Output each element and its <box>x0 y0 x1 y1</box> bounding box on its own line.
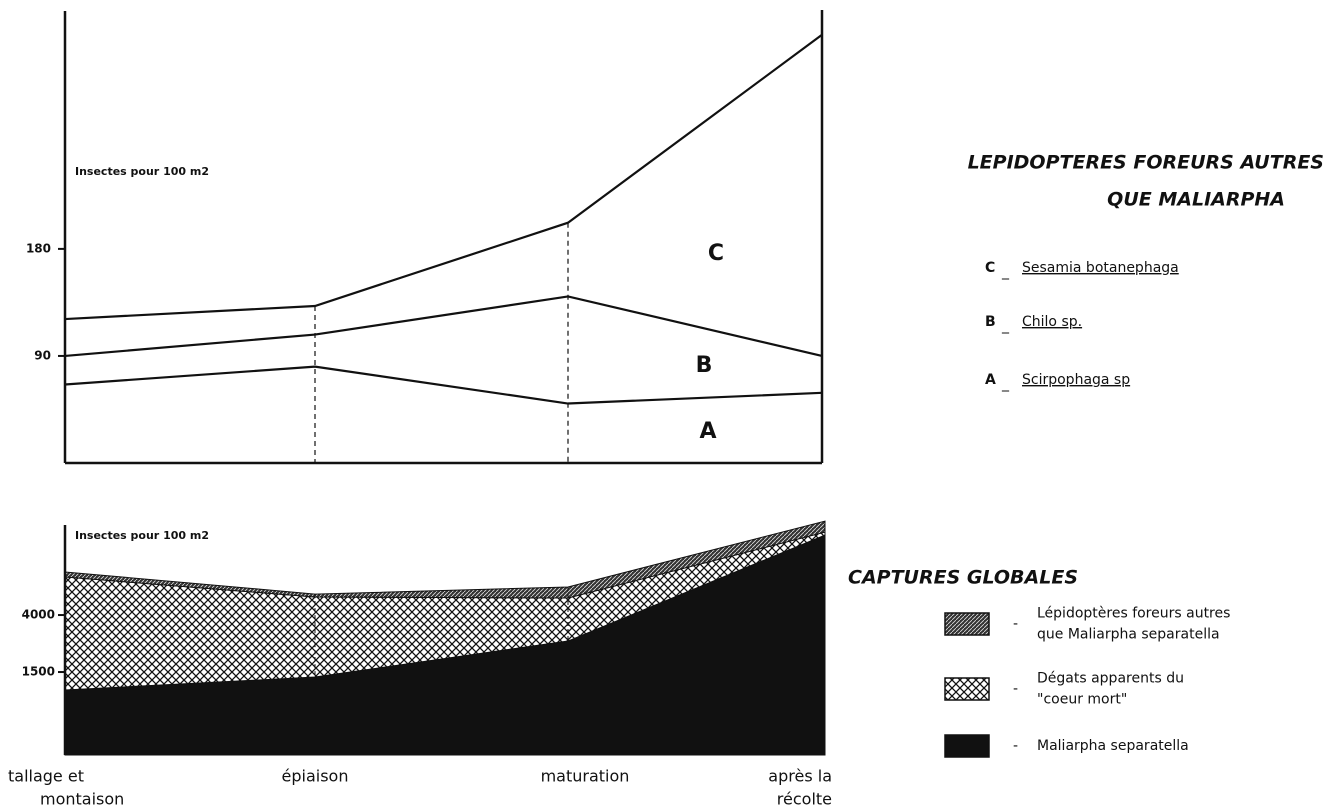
legend-label: Chilo sp. <box>1022 314 1082 330</box>
legend-label: Lépidoptères foreurs autres <box>1037 606 1230 622</box>
legend-title: LEPIDOPTERES FOREURS AUTRES <box>968 152 1324 174</box>
x-tick-label: après la <box>768 767 832 786</box>
x-tick-label: tallage et <box>8 767 84 786</box>
legend-letter: C <box>985 260 995 276</box>
legend-swatch <box>944 612 990 636</box>
y-tick-label: 180 <box>26 241 51 255</box>
legend-letter: A <box>985 372 996 388</box>
area-letter: C <box>708 241 724 266</box>
area-letter: B <box>696 353 713 378</box>
legend-dash: _ <box>1001 376 1010 392</box>
legend-swatch <box>944 734 990 758</box>
series-line <box>64 33 823 321</box>
legend-label: Maliarpha separatella <box>1037 738 1189 754</box>
legend-dash: - <box>1013 681 1018 697</box>
legend-dash: - <box>1013 616 1018 632</box>
y-label: Insectes pour 100 m2 <box>75 529 209 542</box>
legend-label: Sesamia botanephaga <box>1022 260 1179 276</box>
legend-dash: _ <box>1001 264 1010 280</box>
legend-dash: _ <box>1001 318 1010 334</box>
legend-label: "coeur mort" <box>1037 692 1127 708</box>
series-line <box>64 295 823 358</box>
legend-letter: B <box>985 314 996 330</box>
x-tick-label: montaison <box>40 790 124 809</box>
series-area <box>64 520 826 599</box>
y-tick-label: 4000 <box>22 608 55 622</box>
legend-title: QUE MALIARPHA <box>1107 189 1285 211</box>
legend-title: CAPTURES GLOBALES <box>848 567 1078 589</box>
series-line <box>64 365 823 405</box>
y-label: Insectes pour 100 m2 <box>75 165 209 178</box>
legend-label: que Maliarpha separatella <box>1037 627 1220 643</box>
area-letter: A <box>699 419 716 444</box>
legend-label: Dégats apparents du <box>1037 671 1184 687</box>
y-tick-label: 90 <box>34 348 51 362</box>
x-tick-label: récolte <box>777 790 832 809</box>
legend-dash: - <box>1013 738 1018 754</box>
x-tick-label: maturation <box>541 767 630 786</box>
legend-label: Scirpophaga sp <box>1022 372 1130 388</box>
y-tick-label: 1500 <box>22 665 55 679</box>
legend-swatch <box>944 677 990 701</box>
x-tick-label: épiaison <box>282 767 349 786</box>
